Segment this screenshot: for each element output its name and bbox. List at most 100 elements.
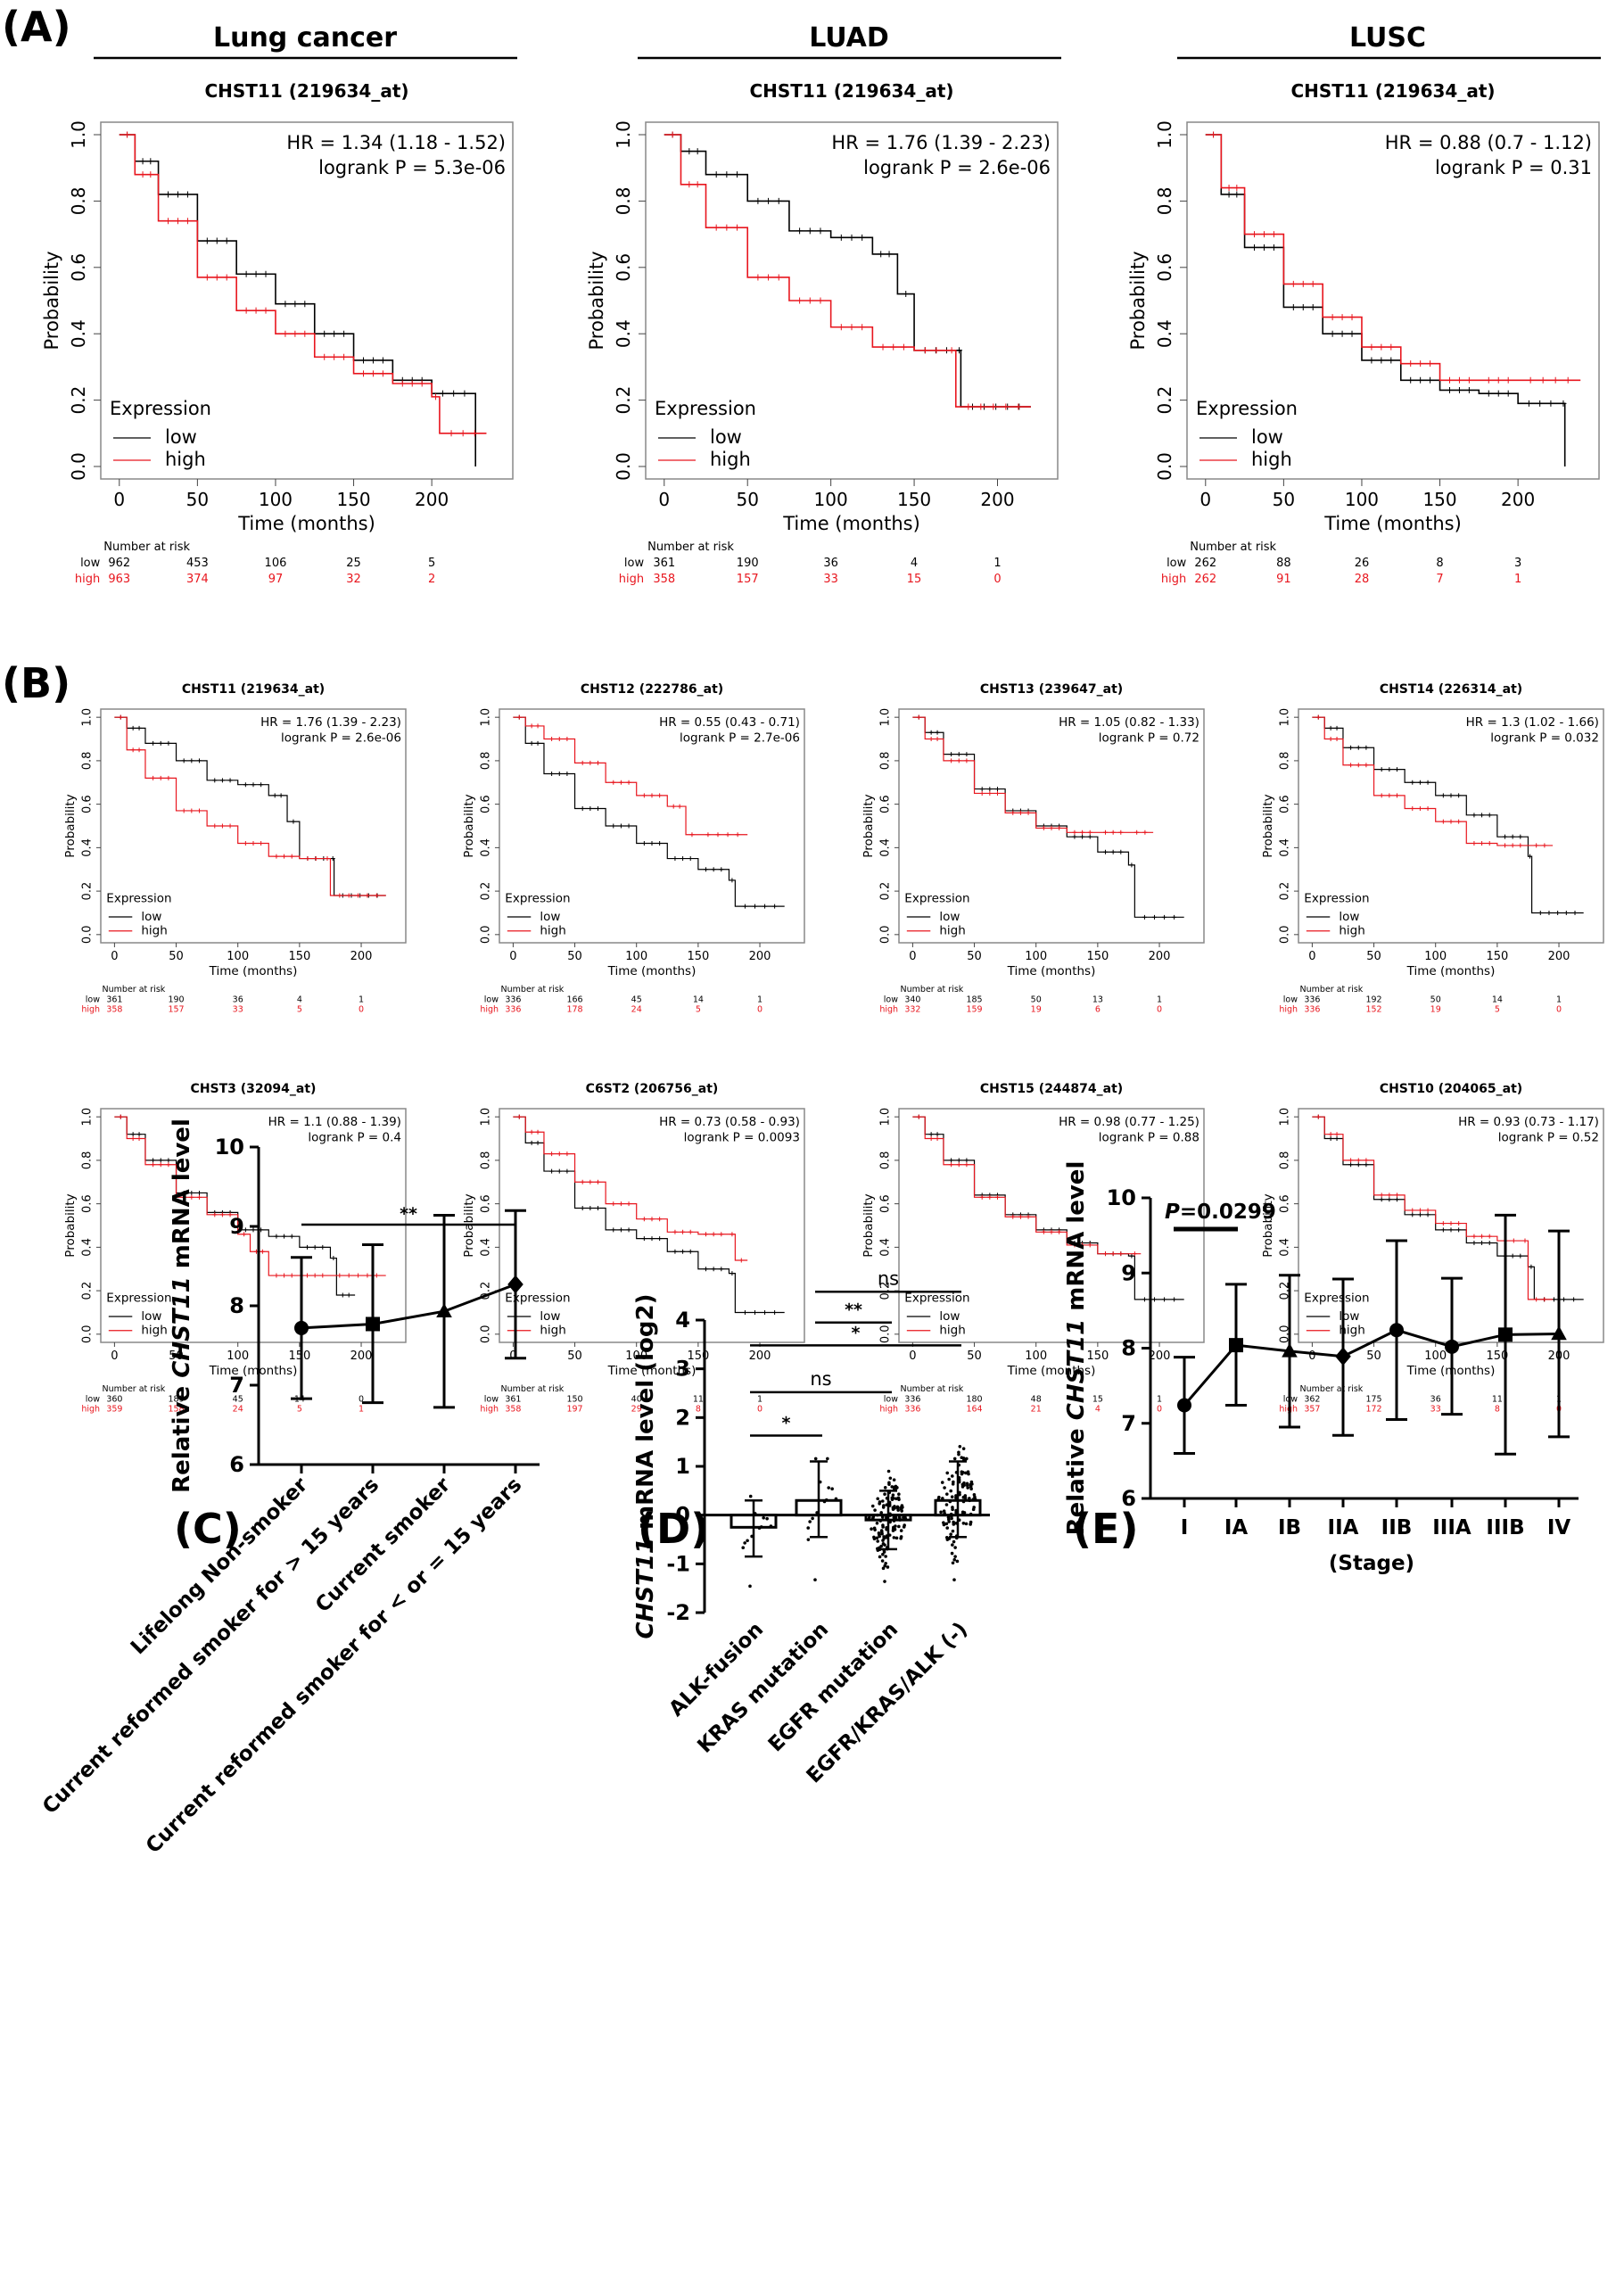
censor-mark-high bbox=[719, 1232, 724, 1237]
category-label: IB bbox=[1278, 1516, 1301, 1539]
censor-mark-low bbox=[1356, 1162, 1361, 1168]
y-tick-label: 1 bbox=[675, 1454, 690, 1479]
legend-label-low: low bbox=[939, 1309, 960, 1324]
risk-value-high: 33 bbox=[823, 573, 838, 586]
censor-mark-low bbox=[580, 1206, 585, 1211]
censor-mark-high bbox=[259, 840, 264, 846]
data-point bbox=[813, 1457, 818, 1461]
y-axis-label: Probability bbox=[1261, 1193, 1275, 1257]
series-line bbox=[1183, 1328, 1560, 1407]
censor-mark-low bbox=[1518, 1253, 1523, 1259]
y-axis-label-gene: CHST11 bbox=[169, 1276, 195, 1377]
censor-mark-high bbox=[704, 1232, 709, 1237]
risk-table-header: Number at risk bbox=[901, 985, 964, 995]
censor-mark-low bbox=[1471, 1240, 1477, 1245]
censor-mark-low bbox=[964, 752, 969, 757]
data-point bbox=[892, 1515, 896, 1520]
y-tick-label: 0.8 bbox=[68, 186, 89, 215]
censor-mark-low bbox=[331, 1256, 336, 1261]
risk-value-low: 336 bbox=[1304, 995, 1320, 1004]
data-point bbox=[946, 1515, 951, 1520]
risk-value-low: 362 bbox=[1304, 1394, 1320, 1404]
risk-row-label-high: high bbox=[879, 1405, 898, 1415]
censor-mark-high bbox=[694, 181, 701, 188]
data-point bbox=[968, 1497, 971, 1500]
risk-row-label-high: high bbox=[619, 573, 644, 586]
censor-mark-low bbox=[1072, 834, 1077, 839]
y-tick-label: 0.2 bbox=[68, 386, 89, 415]
censor-mark-low bbox=[949, 1158, 954, 1163]
censor-mark-high bbox=[1504, 376, 1512, 384]
km-plot: CHST13 (239647_at) HR = 1.05 (0.82 - 1.33… bbox=[861, 682, 1205, 1015]
data-point bbox=[944, 1503, 949, 1506]
censor-mark-low bbox=[1087, 834, 1092, 839]
x-axis-label: Time (months) bbox=[1007, 1364, 1096, 1378]
legend-label-high: high bbox=[939, 924, 965, 938]
censor-mark-low bbox=[151, 740, 156, 746]
censor-mark-high bbox=[1080, 1242, 1085, 1248]
y-axis-label-part: mRNA level bbox=[1063, 1161, 1090, 1319]
data-point bbox=[897, 1492, 901, 1497]
risk-value-high: 158 bbox=[168, 1405, 184, 1415]
censor-mark-high bbox=[158, 1162, 163, 1168]
x-tick-label: 200 bbox=[350, 950, 373, 963]
y-tick-label: 0.2 bbox=[1154, 386, 1175, 415]
hazard-ratio-label: HR = 0.88 (0.7 - 1.12) bbox=[1385, 132, 1592, 153]
plot-frame bbox=[1298, 708, 1604, 944]
y-axis-label: Probability bbox=[63, 794, 78, 857]
x-tick-label: 0 bbox=[111, 950, 118, 963]
censor-mark-low bbox=[1270, 243, 1277, 251]
censor-mark-low bbox=[1547, 400, 1554, 407]
censor-mark-low bbox=[928, 730, 934, 735]
censor-mark-low bbox=[1152, 1297, 1157, 1302]
risk-value-low: 14 bbox=[693, 995, 704, 1004]
censor-mark-high bbox=[1103, 829, 1109, 835]
risk-table-header: Number at risk bbox=[1300, 985, 1364, 995]
censor-mark-low bbox=[956, 1158, 961, 1163]
censor-mark-high bbox=[320, 1273, 326, 1278]
risk-value-high: 157 bbox=[168, 1005, 184, 1015]
censor-mark-high bbox=[379, 370, 386, 377]
censor-mark-low bbox=[1455, 386, 1463, 393]
risk-value-high: 159 bbox=[966, 1005, 982, 1015]
data-point bbox=[972, 1506, 976, 1509]
data-point bbox=[960, 1482, 965, 1487]
censor-mark-low bbox=[1537, 400, 1544, 407]
logrank-p-label: logrank P = 0.4 bbox=[308, 1131, 401, 1145]
risk-row-label-high: high bbox=[1161, 573, 1186, 586]
data-point bbox=[1335, 1347, 1351, 1366]
y-axis-label: Probability bbox=[586, 251, 607, 350]
plot-frame bbox=[100, 708, 407, 944]
category-label: IV bbox=[1547, 1516, 1571, 1539]
data-point bbox=[757, 1526, 762, 1531]
x-tick-label: 200 bbox=[1548, 950, 1570, 963]
data-point bbox=[884, 1562, 887, 1565]
data-point bbox=[952, 1520, 955, 1524]
y-tick-label: 0.6 bbox=[1279, 795, 1292, 813]
censor-mark-high bbox=[618, 1201, 623, 1207]
censor-mark-low bbox=[1485, 390, 1492, 397]
risk-value-high: 152 bbox=[1365, 1005, 1381, 1015]
censor-mark-high bbox=[1348, 314, 1356, 321]
hazard-ratio-label: HR = 0.93 (0.73 - 1.17) bbox=[1458, 1115, 1599, 1129]
censor-mark-high bbox=[1002, 403, 1010, 410]
risk-value-low: 0 bbox=[359, 1394, 364, 1404]
censor-mark-high bbox=[282, 1273, 287, 1278]
logrank-p-label: logrank P = 2.6e-06 bbox=[863, 157, 1051, 178]
censor-mark-high bbox=[1425, 1208, 1430, 1213]
legend-label-high: high bbox=[540, 1324, 565, 1338]
censor-mark-low bbox=[291, 819, 296, 824]
panel-label-b: (B) bbox=[2, 659, 70, 707]
km-title: CHST15 (244874_at) bbox=[980, 1082, 1123, 1096]
y-tick-label: 1.0 bbox=[68, 120, 89, 149]
censor-mark-low bbox=[680, 856, 686, 862]
censor-mark-low bbox=[251, 1227, 256, 1233]
censor-mark-low bbox=[1448, 1227, 1454, 1233]
censor-mark-high bbox=[671, 804, 676, 809]
data-point bbox=[765, 1516, 769, 1521]
y-tick-label: 0.2 bbox=[81, 1282, 95, 1300]
censor-mark-low bbox=[1555, 910, 1561, 915]
censor-mark-low bbox=[346, 1292, 351, 1298]
risk-value-high: 336 bbox=[1304, 1005, 1320, 1015]
censor-mark-high bbox=[734, 224, 741, 231]
